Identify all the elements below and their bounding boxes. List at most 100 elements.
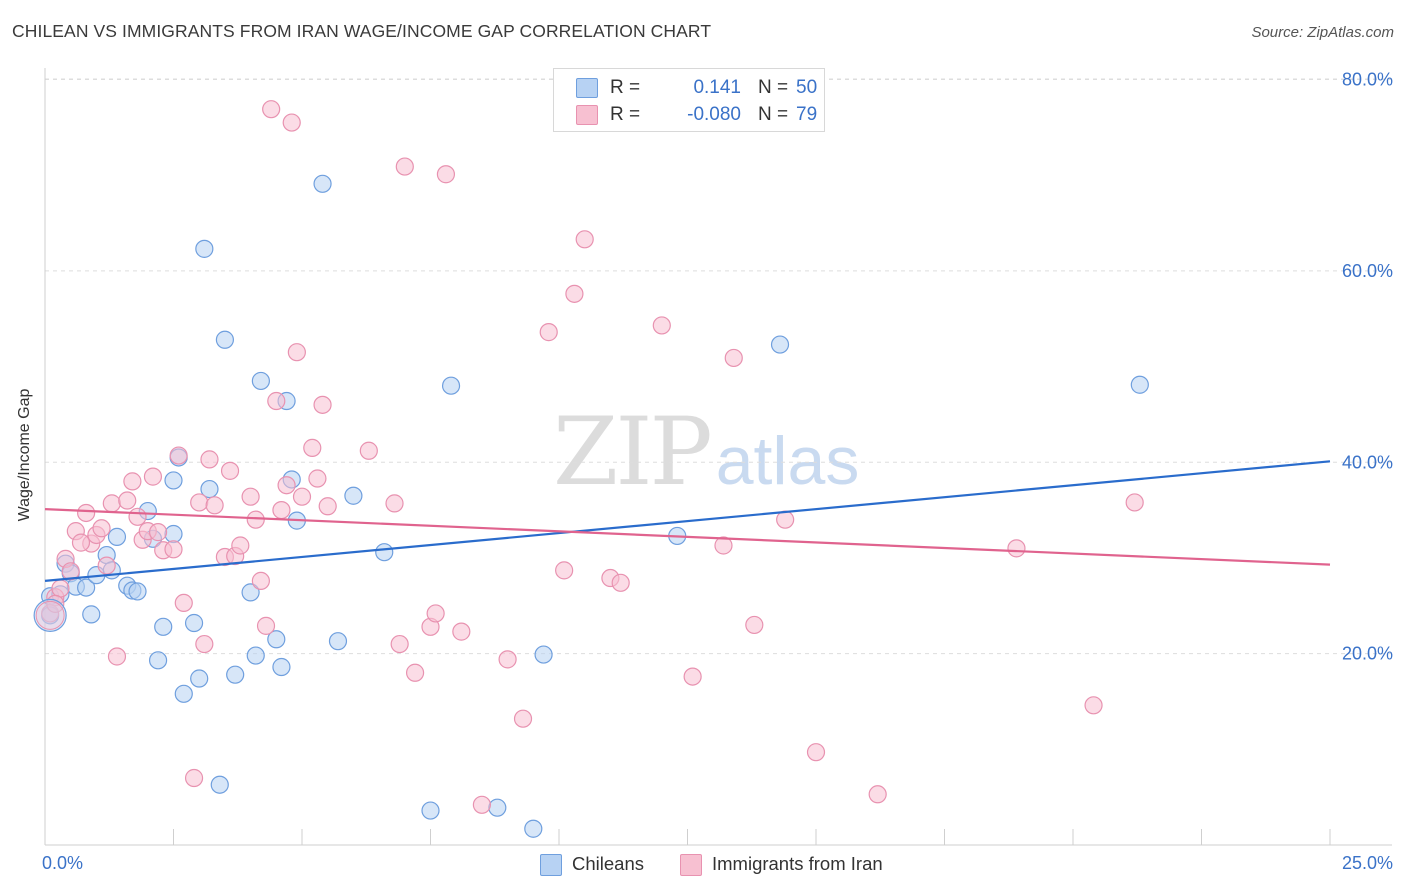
point-chileans [195,239,214,258]
point-iran [611,573,630,592]
point-iran [256,616,276,635]
legend-r-label: R = [610,104,641,125]
legend-swatch-chileans [576,78,598,98]
point-chileans [200,479,219,499]
point-chileans [164,471,183,490]
point-iran [246,510,265,529]
point-chileans [241,583,260,602]
point-iran [71,533,91,552]
y-tick-label: 40.0% [1342,452,1393,472]
point-iran [118,491,137,510]
bottom-legend-swatch-iran [680,854,702,876]
point-chileans [148,651,168,670]
point-iran [868,785,887,804]
legend-swatch-iran [576,105,598,125]
point-iran [262,100,281,119]
point-iran [395,157,414,176]
point-chileans [246,646,265,665]
point-iran [200,450,219,469]
point-iran [174,593,193,613]
point-iran [195,634,214,654]
point-iran [251,571,270,591]
point-chileans [251,371,270,391]
watermark-zip: ZIP [553,398,713,507]
point-chileans [488,798,507,817]
point-chileans [313,174,332,193]
point-chileans [210,775,229,794]
x-tick-label: 25.0% [1342,853,1393,873]
point-chileans [1130,375,1149,394]
trendline-iran [44,508,1331,566]
point-iran [390,634,409,654]
point-iran [128,507,147,526]
point-iran [123,472,142,491]
point-iran [277,476,296,495]
point-iran [359,441,378,460]
point-chileans [174,684,193,703]
point-chileans [226,665,245,684]
legend-n-value: 50 [796,77,818,98]
point-iran [555,561,574,580]
point-iran [184,768,204,788]
point-iran [148,523,168,542]
point-iran [513,709,533,728]
point-iran [313,395,332,414]
legend-n-label: N = [758,77,789,98]
point-iran [308,469,327,488]
bottom-legend-label-iran: Immigrants from Iran [712,853,883,874]
point-iran [1125,493,1144,512]
watermark: ZIPatlas [553,398,859,507]
point-iran [292,487,312,506]
point-iran [241,487,260,506]
trendline-chileans [44,460,1331,582]
point-chileans [770,335,790,354]
point-iran [97,556,116,575]
point-iran [385,494,404,513]
point-iran [776,510,795,529]
y-axis-label: Wage/Income Gap [16,388,33,522]
point-iran [714,536,733,555]
point-iran [190,493,209,512]
point-chileans [154,617,173,636]
point-iran [652,316,671,335]
point-iran [51,579,70,598]
point-chileans [328,632,348,651]
bottom-legend-swatch-chileans [540,854,562,876]
point-iran [303,438,322,457]
point-iran [1084,696,1103,715]
legend-r-value: -0.080 [687,104,741,125]
point-chileans [534,645,553,664]
point-chileans [344,486,363,505]
point-iran [282,113,301,132]
point-iran [205,496,224,515]
point-iran [683,667,702,686]
point-chileans [77,578,96,597]
legend-n-value: 79 [796,104,818,125]
point-iran [318,497,337,516]
point-iran [77,503,96,523]
source-label: Source: ZipAtlas.com [1251,24,1394,41]
point-iran [806,743,826,762]
point-chileans [421,801,440,820]
point-chileans [190,669,209,688]
point-iran [272,500,291,520]
point-iran [164,540,183,559]
point-iran [169,446,188,465]
point-iran [498,650,517,669]
point-iran [565,284,584,303]
point-chileans [128,582,147,601]
point-chileans [215,330,234,349]
watermark-atlas: atlas [715,423,860,499]
point-iran [452,622,471,641]
legend-r-value: 0.141 [693,77,741,98]
point-chileans [107,527,127,546]
point-iran [102,494,121,513]
y-tick-label: 20.0% [1342,644,1393,664]
point-chileans [82,605,101,624]
point-iran [231,536,250,555]
point-iran [143,467,163,486]
point-iran [107,647,127,666]
point-iran [61,562,80,581]
chart-title: CHILEAN VS IMMIGRANTS FROM IRAN WAGE/INC… [12,21,712,41]
